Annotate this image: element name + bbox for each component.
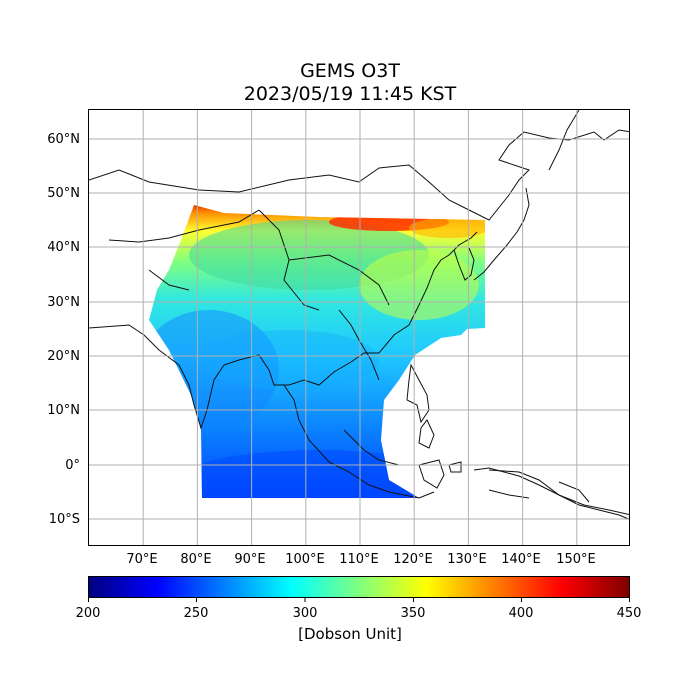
colorbar-tick-label: 250 [184,606,209,621]
lat-tick-label: 60°N [47,132,80,147]
colorbar-tick-label: 300 [293,606,318,621]
coast-indonesia [418,459,629,520]
colorbar-tick-label: 450 [617,606,642,621]
map-subtitle: 2023/05/19 11:45 KST [243,83,457,105]
colorbar-tick-label: 200 [76,606,101,621]
lon-tick-label: 80°E [180,552,211,567]
map-svg [89,110,629,545]
lon-tick-label: 110°E [339,552,379,567]
lon-tick-label: 70°E [126,552,157,567]
coast-philippines [406,363,435,449]
map-plot-area [88,109,630,546]
coast-russia [89,129,629,221]
lat-tick-label: 10°N [47,403,80,418]
lat-tick-label: 20°N [47,349,80,364]
colorbar-label: [Dobson Unit] [298,625,402,643]
colorbar-tick-label: 350 [401,606,426,621]
lat-tick-label: 10°S [49,512,80,527]
coast-borders [108,209,390,381]
graticule [89,110,629,545]
lon-tick-label: 100°E [285,552,325,567]
map-title: GEMS O3T [300,60,400,82]
lon-tick-label: 120°E [393,552,433,567]
lon-tick-label: 90°E [234,552,265,567]
coast-south-asia [89,231,478,430]
colorbar [88,576,630,598]
coast-newguinea [488,469,629,516]
lat-tick-label: 50°N [47,186,80,201]
lat-tick-label: 40°N [47,240,80,255]
colorbar-tick-label: 400 [509,606,534,621]
lon-tick-label: 140°E [501,552,541,567]
lat-tick-label: 30°N [47,295,80,310]
lat-tick-label: 0° [65,458,80,473]
coastlines [89,110,629,520]
lon-tick-label: 130°E [447,552,487,567]
lon-tick-label: 150°E [556,552,596,567]
